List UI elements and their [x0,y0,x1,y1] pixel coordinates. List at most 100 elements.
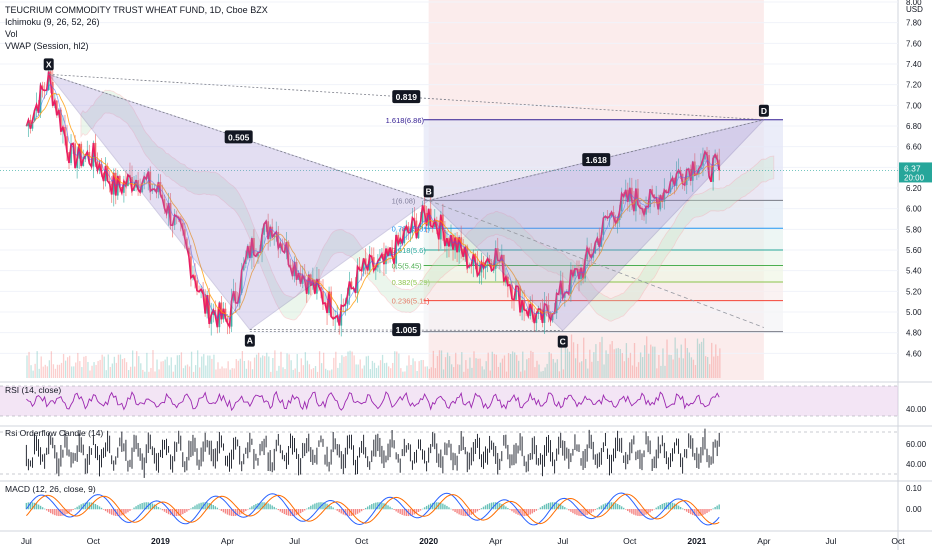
ratio-badge[interactable] [224,130,253,144]
candle-body [179,217,182,224]
macd-title[interactable]: MACD (12, 26, close, 9) [5,484,96,494]
ratio-badge[interactable] [582,153,611,167]
macd-histogram-bar [119,509,121,516]
candle-body [183,229,186,239]
candle-body [389,247,391,256]
candle-body [563,293,566,298]
volume-bar [402,371,404,378]
macd-histogram-bar [421,508,424,510]
macd-histogram-bar [692,509,694,516]
macd-histogram-bar [139,503,141,510]
macd-histogram-bar [346,509,349,516]
volume-bar [85,355,87,378]
macd-histogram-bar [436,502,438,510]
macd-histogram-bar [397,509,399,513]
macd-histogram-bar [669,502,672,510]
macd-histogram-bar [480,508,483,510]
candle-body [74,143,77,168]
candle-body [244,258,247,265]
macd-histogram-bar [667,502,670,510]
macd-histogram-bar [299,509,302,514]
volume-bar [637,362,640,378]
volume-bar [180,352,183,378]
macd-histogram-bar [178,509,180,516]
candle-body [391,247,393,256]
macd-histogram-bar [574,509,576,515]
pattern-point-badge-b[interactable] [423,185,434,198]
volume-bar [140,363,142,378]
symbol-title[interactable]: TEUCRIUM COMMODITY TRUST WHEAT FUND, 1D,… [5,5,268,15]
volume-bar [503,355,506,378]
macd-histogram-bar [482,506,485,510]
macd-histogram-bar [241,509,243,514]
orderflow-title[interactable]: Rsi Orderflow Candle (14) [5,428,103,438]
rsi-title[interactable]: RSI (14, close) [5,385,61,395]
macd-histogram-bar [600,505,603,510]
volume-bar [30,365,32,378]
price-tick-label: 7.60 [906,39,922,48]
macd-histogram-bar [308,507,310,510]
macd-histogram-bar [529,509,531,515]
volume-bar [168,365,170,378]
volume-bar [371,360,374,378]
macd-histogram-bar [200,502,202,510]
ratio-badge[interactable] [392,323,421,337]
macd-histogram-bar [671,502,674,510]
indicator-volume[interactable]: Vol [5,29,18,39]
candle-body [456,237,458,253]
volume-bar [152,350,154,378]
pattern-point-badge-c[interactable] [557,335,568,348]
macd-histogram-bar [190,508,192,510]
macd-histogram-bar [362,509,365,510]
macd-histogram-bar [39,505,42,510]
macd-histogram-bar [212,504,214,510]
volume-bar [595,344,597,378]
price-tick-label: 5.00 [906,308,922,317]
indicator-ichimoku[interactable]: Ichimoku (9, 26, 52, 26) [5,17,100,27]
macd-signal-line [26,493,720,525]
macd-histogram-bar [620,506,623,510]
macd-histogram-bar [446,505,448,510]
candle-body [407,226,410,233]
time-tick-label: Jul [557,536,568,546]
macd-histogram-bar [324,502,326,510]
candle-body [482,262,485,269]
volume-bar [599,342,601,378]
macd-histogram-bar [251,506,253,510]
pattern-point-badge-a[interactable] [244,334,255,347]
indicator-vwap[interactable]: VWAP (Session, hl2) [5,41,89,51]
pattern-point-badge-x[interactable] [43,58,54,71]
macd-histogram-bar [210,503,212,510]
macd-histogram-bar [679,506,682,510]
candle-body [293,261,296,277]
macd-histogram-bar [488,503,491,510]
candle-body [253,238,255,255]
ratio-badge[interactable] [392,90,421,104]
volume-bar [379,360,382,378]
volume-bar [111,363,113,378]
macd-histogram-bar [379,502,381,510]
volume-bar [550,353,552,378]
volume-bar [318,351,321,378]
volume-bar [611,340,613,378]
candle-body [702,159,704,166]
macd-histogram-bar [70,509,72,512]
macd-histogram-bar [125,509,127,514]
candle-body [316,278,318,294]
price-badge[interactable] [899,162,932,183]
macd-histogram-bar [216,507,219,510]
candle-body [580,267,582,280]
macd-histogram-bar [572,509,574,514]
macd-histogram-bar [88,502,91,510]
macd-histogram-bar [157,507,160,510]
candle-body [403,230,406,244]
volume-bar [536,360,538,378]
macd-histogram-bar [659,504,661,510]
pattern-point-badge-d[interactable] [758,104,769,117]
macd-histogram-bar [442,503,444,510]
macd-histogram-bar [519,509,521,516]
macd-histogram-bar [614,503,617,510]
candle-body [70,144,72,163]
volume-bar [674,337,676,378]
